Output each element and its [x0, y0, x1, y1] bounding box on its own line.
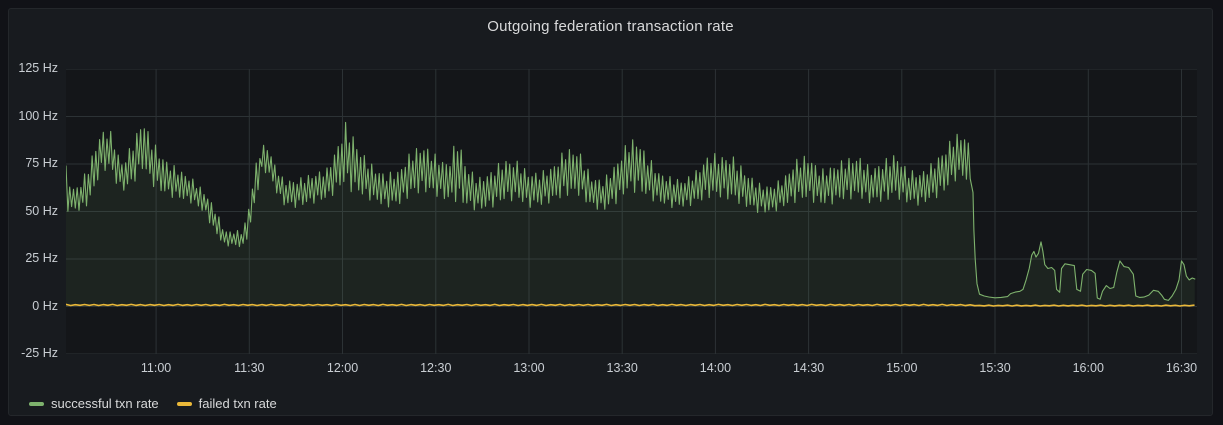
- x-tick-label: 11:30: [234, 361, 265, 375]
- legend-item-failed-txn-rate[interactable]: failed txn rate: [176, 396, 277, 411]
- y-tick-label: -25 Hz: [21, 346, 58, 360]
- x-tick-label: 13:00: [513, 361, 545, 375]
- y-tick-label: 50 Hz: [25, 203, 58, 218]
- series-line-1: [66, 303, 1195, 307]
- y-tick-label: 25 Hz: [25, 251, 58, 265]
- y-tick-label: 0 Hz: [32, 298, 58, 313]
- series-lines: [66, 121, 1196, 307]
- legend-label: failed txn rate: [198, 396, 277, 411]
- legend-swatch-icon: [29, 401, 44, 406]
- legend-swatch-icon: [176, 401, 192, 406]
- legend-label: successful txn rate: [51, 396, 159, 411]
- y-tick-label: 75 Hz: [25, 156, 58, 170]
- x-tick-label: 13:30: [606, 361, 638, 375]
- x-tick-label: 16:00: [1072, 361, 1104, 375]
- x-tick-label: 15:30: [979, 361, 1011, 375]
- x-tick-label: 15:00: [886, 361, 918, 375]
- y-tick-label: 125 Hz: [18, 61, 58, 75]
- panel-title[interactable]: Outgoing federation transaction rate: [487, 18, 734, 35]
- series-area-0: [66, 122, 1195, 307]
- x-tick-label: 12:00: [326, 361, 359, 375]
- x-tick-label: 14:30: [792, 361, 825, 375]
- x-tick-label: 12:30: [420, 361, 452, 375]
- chart-panel: Outgoing federation transaction rate 125…: [8, 8, 1213, 416]
- series-line-0: [66, 121, 1196, 301]
- legend-item-successful-txn-rate[interactable]: successful txn rate: [29, 396, 159, 411]
- x-tick-label: 11:00: [140, 361, 172, 375]
- y-tick-label: 100 Hz: [18, 108, 58, 123]
- legend: successful txn rate failed txn rate: [29, 396, 277, 411]
- x-tick-label: 16:30: [1165, 361, 1198, 375]
- plot-canvas[interactable]: [66, 69, 1197, 354]
- x-tick-label: 14:00: [699, 361, 732, 375]
